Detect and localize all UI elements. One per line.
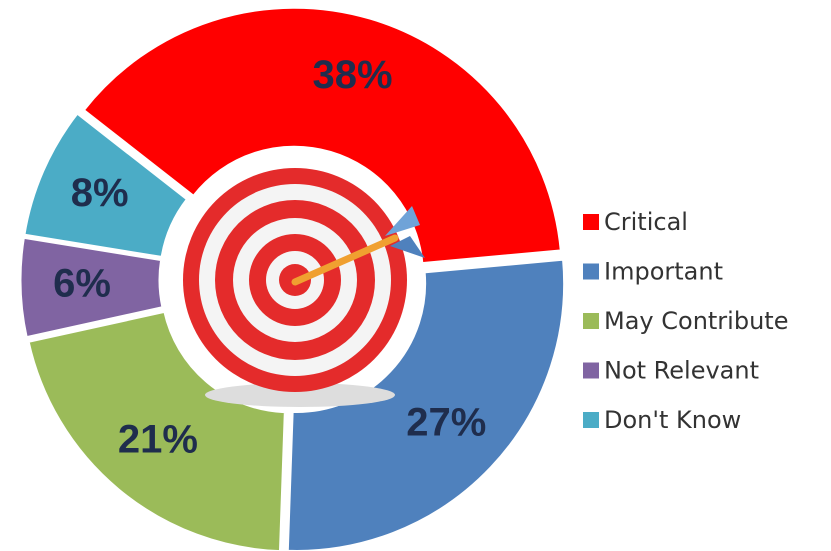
legend-swatch bbox=[583, 263, 599, 280]
value-label: 21% bbox=[118, 418, 198, 462]
legend-label: Don't Know bbox=[604, 406, 741, 434]
value-label: 6% bbox=[53, 261, 111, 305]
legend-label: Critical bbox=[604, 208, 688, 236]
target-illustration bbox=[183, 168, 425, 407]
arrow-fletch bbox=[390, 236, 425, 258]
legend-label: Not Relevant bbox=[604, 357, 759, 385]
slice bbox=[81, 5, 563, 266]
legend-swatch bbox=[583, 214, 599, 230]
value-label: 8% bbox=[71, 171, 129, 215]
arrow-fletch bbox=[385, 206, 420, 236]
legend-label: May Contribute bbox=[604, 307, 788, 335]
slice bbox=[285, 257, 567, 551]
arrow-shaft bbox=[291, 234, 399, 286]
slice bbox=[18, 235, 165, 340]
slice bbox=[22, 110, 190, 260]
legend-swatch bbox=[583, 313, 599, 329]
value-label: 38% bbox=[313, 53, 393, 97]
legend-label: Important bbox=[604, 258, 723, 286]
legend-swatch bbox=[583, 412, 599, 428]
shadow bbox=[205, 383, 395, 407]
value-label: 27% bbox=[406, 401, 486, 445]
legend-swatch bbox=[583, 362, 599, 379]
